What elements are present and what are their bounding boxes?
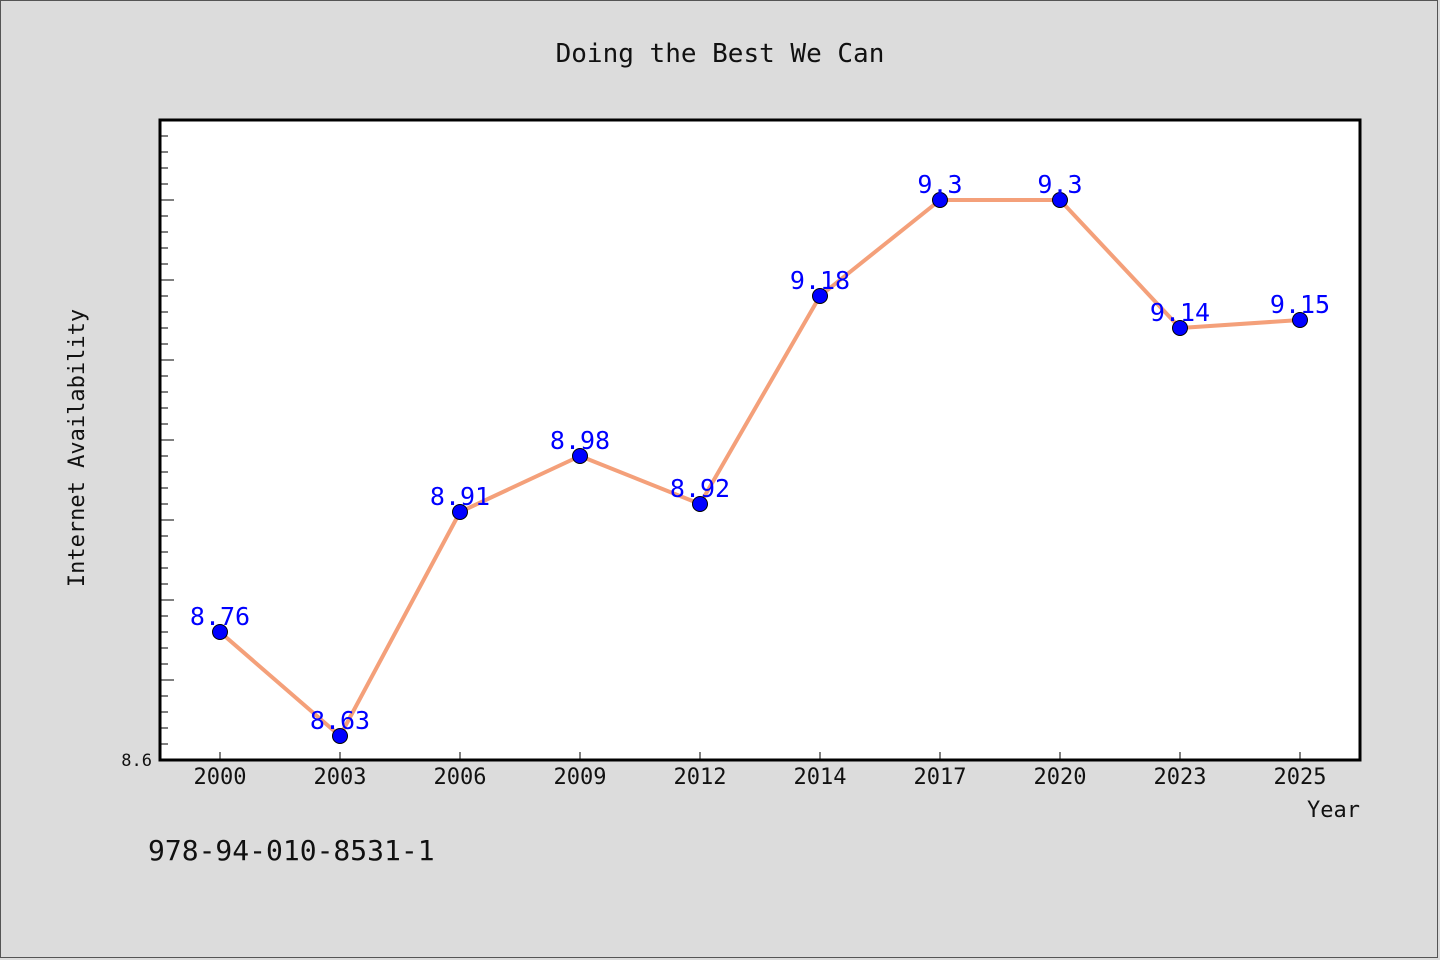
data-label: 8.91 (430, 482, 490, 511)
data-point (932, 192, 948, 208)
data-label: 9.3 (917, 170, 962, 199)
data-labels: 8.76 8.63 8.91 8.98 8.92 9.18 9.3 9.3 9.14 9.15 (190, 170, 1330, 735)
x-tick-label: 2025 (1274, 765, 1327, 790)
data-point (1052, 192, 1068, 208)
data-label: 9.15 (1270, 290, 1330, 319)
data-point (692, 496, 708, 512)
x-tick-label: 2000 (194, 765, 247, 790)
x-tick-label: 2012 (674, 765, 727, 790)
x-tick-label: 2014 (794, 765, 847, 790)
series-line (218, 198, 1301, 738)
data-label: 9.18 (790, 266, 850, 295)
data-point (212, 624, 228, 640)
data-label: 8.92 (670, 474, 730, 503)
x-tick-label: 2023 (1154, 765, 1207, 790)
x-axis-ticks: 2000 2003 2006 2009 2012 2014 2017 2020 2023 2025 (194, 752, 1327, 790)
data-label: 9.14 (1150, 298, 1210, 327)
data-point (812, 288, 828, 304)
data-markers (212, 192, 1308, 744)
isbn-label: 978-94-010-8531-1 (148, 834, 435, 867)
y-axis-label: Internet Availability (65, 309, 90, 587)
chart-title: Doing the Best We Can (556, 39, 885, 69)
data-label: 8.98 (550, 426, 610, 455)
x-tick-label: 2020 (1034, 765, 1087, 790)
data-point (452, 504, 468, 520)
x-tick-label: 2009 (554, 765, 607, 790)
data-label: 8.76 (190, 602, 250, 631)
data-point (1292, 312, 1308, 328)
x-axis-label: Year (1307, 798, 1360, 823)
plot-area (158, 118, 1362, 762)
data-label: 8.63 (310, 706, 370, 735)
data-point (332, 728, 348, 744)
x-tick-label: 2017 (914, 765, 967, 790)
data-point (1172, 320, 1188, 336)
y-axis-ticks: 8.6 (121, 135, 174, 771)
y-tick-label: 8.6 (121, 751, 152, 771)
data-point (572, 448, 588, 464)
x-tick-label: 2003 (314, 765, 367, 790)
data-label: 9.3 (1037, 170, 1082, 199)
x-tick-label: 2006 (434, 765, 487, 790)
